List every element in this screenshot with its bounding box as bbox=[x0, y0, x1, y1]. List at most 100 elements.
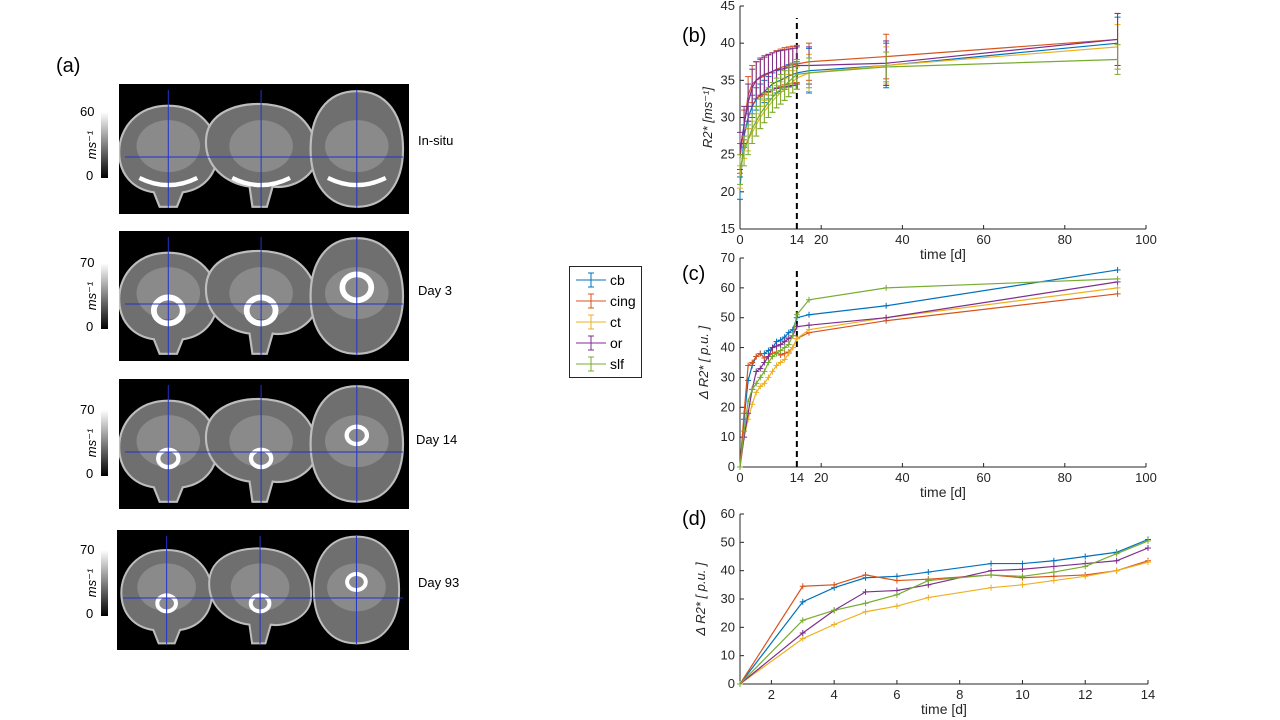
series-line-slf bbox=[739, 58, 1118, 170]
x-tick-label: 40 bbox=[895, 470, 909, 485]
chart-legend: cb cing ct or slf bbox=[569, 266, 642, 378]
panel-label: (b) bbox=[682, 25, 706, 47]
x-tick-label: 100 bbox=[1135, 470, 1157, 485]
y-tick-label: 45 bbox=[721, 0, 735, 13]
series-line-ct bbox=[739, 46, 1118, 178]
series-line-ct bbox=[739, 287, 1118, 468]
x-tick-label: 80 bbox=[1058, 232, 1072, 247]
y-tick-label: 50 bbox=[721, 534, 735, 549]
y-tick-label: 20 bbox=[721, 399, 735, 414]
x-axis-label: time [d] bbox=[921, 701, 967, 717]
legend-swatch-slf bbox=[576, 356, 606, 372]
panel-label: (d) bbox=[682, 508, 706, 530]
colorbar-max: 60 bbox=[80, 104, 95, 119]
x-tick-label: 10 bbox=[1015, 687, 1029, 702]
x-tick-label: 12 bbox=[1078, 687, 1092, 702]
x-tick-label: 100 bbox=[1135, 232, 1157, 247]
x-tick-label: 40 bbox=[895, 232, 909, 247]
legend-swatch-cb bbox=[576, 272, 606, 288]
row-label: Day 14 bbox=[416, 432, 458, 447]
series-line-cb bbox=[739, 538, 1149, 685]
y-axis-label: R2* [ms⁻¹] bbox=[700, 87, 715, 148]
y-tick-label: 30 bbox=[721, 369, 735, 384]
y-tick-label: 40 bbox=[721, 340, 735, 355]
y-axis-label: Δ R2* [ p.u. ] bbox=[693, 562, 708, 637]
x-tick-label: 20 bbox=[814, 232, 828, 247]
x-tick-label: 0 bbox=[736, 232, 743, 247]
colorbar-max: 70 bbox=[80, 255, 95, 270]
mri-image bbox=[118, 385, 405, 503]
colorbar-min: 0 bbox=[86, 168, 94, 183]
mri-row-4 bbox=[117, 530, 409, 650]
y-tick-label: 40 bbox=[721, 35, 735, 50]
x-tick-label: 60 bbox=[976, 232, 990, 247]
panel-label: (c) bbox=[682, 263, 705, 285]
x-tick-label: 14 bbox=[790, 470, 804, 485]
x-tick-label: 0 bbox=[736, 470, 743, 485]
row-label: Day 93 bbox=[418, 575, 460, 590]
legend-swatch-cing bbox=[576, 293, 606, 309]
legend-item-or: or bbox=[570, 332, 641, 354]
series-line-cing bbox=[739, 560, 1149, 685]
y-tick-label: 0 bbox=[728, 676, 735, 691]
y-tick-label: 30 bbox=[721, 110, 735, 125]
y-tick-label: 50 bbox=[721, 310, 735, 325]
chart-b: (b) 0 14 20 40 60 80 100 15 20 25 30 35 40 45 time [d] R… bbox=[682, 0, 1157, 262]
legend-item-slf: slf bbox=[570, 353, 641, 375]
x-tick-label: 14 bbox=[790, 232, 804, 247]
legend-label-cb: cb bbox=[610, 272, 625, 288]
x-tick-label: 6 bbox=[893, 687, 900, 702]
colorbar-min: 0 bbox=[86, 606, 94, 621]
colorbar-max: 70 bbox=[80, 542, 95, 557]
legend-label-ct: ct bbox=[610, 314, 621, 330]
colorbar bbox=[101, 410, 108, 476]
panel-a-label: (a) bbox=[56, 55, 81, 77]
y-tick-label: 10 bbox=[721, 648, 735, 663]
y-tick-label: 15 bbox=[721, 221, 735, 236]
y-tick-label: 0 bbox=[728, 459, 735, 474]
mri-image bbox=[118, 237, 405, 355]
y-tick-label: 60 bbox=[721, 506, 735, 521]
x-axis-label: time [d] bbox=[920, 484, 966, 500]
y-tick-label: 40 bbox=[721, 563, 735, 578]
row-label: Day 3 bbox=[418, 283, 452, 298]
legend-swatch-ct bbox=[576, 314, 606, 330]
y-tick-label: 20 bbox=[721, 619, 735, 634]
mri-row-3 bbox=[118, 379, 409, 509]
y-tick-label: 70 bbox=[721, 250, 735, 265]
y-tick-label: 20 bbox=[721, 184, 735, 199]
legend-item-ct: ct bbox=[570, 311, 641, 333]
mri-row-2 bbox=[118, 231, 409, 361]
chart-d: (d) 2 4 6 8 10 12 14 0 10 20 30 40 50 60 time [d] Δ R2* … bbox=[682, 506, 1155, 717]
series-line-or bbox=[739, 38, 1118, 152]
y-tick-label: 30 bbox=[721, 591, 735, 606]
x-tick-label: 2 bbox=[768, 687, 775, 702]
legend-swatch-or bbox=[576, 335, 606, 351]
legend-item-cing: cing bbox=[570, 290, 641, 312]
legend-label-or: or bbox=[610, 335, 623, 351]
series-line-slf bbox=[739, 540, 1149, 685]
colorbar-min: 0 bbox=[86, 319, 94, 334]
colorbar bbox=[101, 550, 108, 616]
row-label: In-situ bbox=[418, 133, 454, 148]
x-tick-label: 4 bbox=[831, 687, 838, 702]
series-line-slf bbox=[739, 278, 1118, 468]
series-line-or bbox=[739, 547, 1149, 685]
x-tick-label: 60 bbox=[976, 470, 990, 485]
x-tick-label: 8 bbox=[956, 687, 963, 702]
legend-label-slf: slf bbox=[610, 356, 624, 372]
mri-image bbox=[120, 535, 403, 645]
colorbar bbox=[101, 112, 108, 178]
mri-row-1 bbox=[118, 84, 409, 214]
legend-label-cing: cing bbox=[610, 293, 636, 309]
y-tick-label: 35 bbox=[721, 72, 735, 87]
x-axis-label: time [d] bbox=[920, 246, 966, 262]
y-axis-label: Δ R2* [ p.u. ] bbox=[696, 325, 711, 400]
chart-c: (c) 0 14 20 40 60 80 100 0 10 20 30 40 50 60 70 time [d]… bbox=[682, 250, 1157, 500]
colorbar bbox=[101, 263, 108, 329]
y-tick-label: 60 bbox=[721, 280, 735, 295]
series-line-ct bbox=[739, 561, 1149, 685]
x-tick-label: 20 bbox=[814, 470, 828, 485]
y-tick-label: 25 bbox=[721, 147, 735, 162]
